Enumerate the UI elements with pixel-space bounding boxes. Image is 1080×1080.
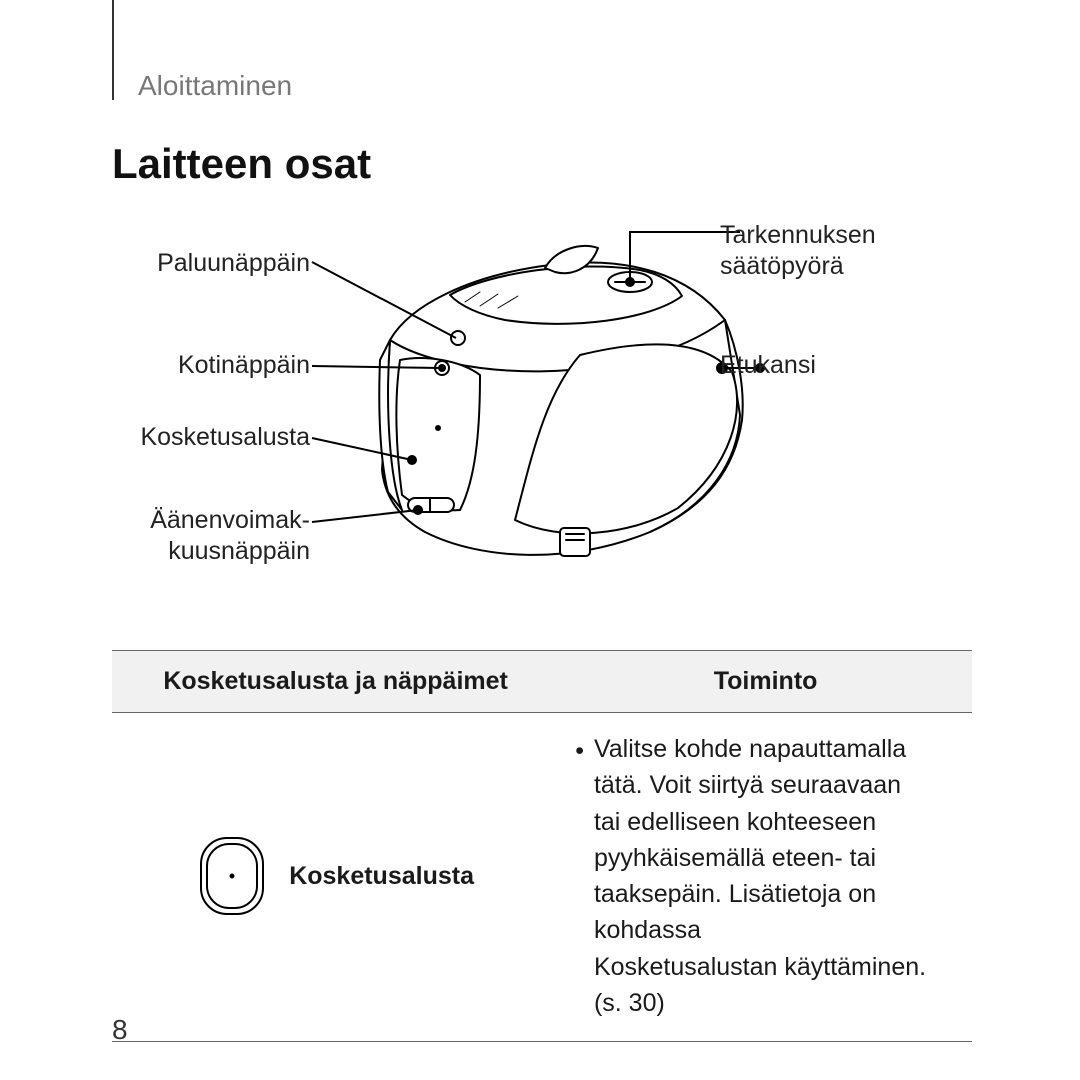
device-diagram: Paluunäppäin Kotinäppäin Kosketusalusta … [100, 210, 980, 630]
callout-back-button: Paluunäppäin [110, 248, 310, 279]
callout-touchpad: Kosketusalusta [110, 422, 310, 453]
bullet-glyph: • [575, 731, 584, 1021]
page-number: 8 [112, 1014, 128, 1046]
callout-volume-key-line2: kuusnäppäin [168, 537, 310, 565]
table-row: Kosketusalusta • Valitse kohde napauttam… [112, 713, 972, 1042]
callout-volume-key-line1: Äänenvoimak- [150, 506, 310, 534]
callout-focus-wheel-line1: Tarkennuksen [720, 221, 876, 249]
page-title: Laitteen osat [112, 140, 371, 188]
callout-focus-wheel-line2: säätöpyörä [720, 252, 844, 280]
table-row-label-cell: Kosketusalusta [112, 713, 559, 1042]
callout-front-cover: Etukansi [720, 350, 940, 381]
table-header-row: Kosketusalusta ja näppäimet Toiminto [112, 651, 972, 713]
table-head-left: Kosketusalusta ja näppäimet [112, 651, 559, 713]
touchpad-icon [197, 834, 267, 918]
desc-line5: taaksepäin. Lisätietoja on kohdassa [594, 880, 876, 944]
desc-line1: Valitse kohde napauttamalla [594, 735, 906, 763]
desc-line7: (s. 30) [594, 989, 665, 1017]
table-head-right: Toiminto [559, 651, 972, 713]
device-illustration [330, 210, 760, 600]
table-row-desc-cell: • Valitse kohde napauttamalla tätä. Voit… [559, 713, 972, 1042]
touchpad-table: Kosketusalusta ja näppäimet Toiminto Kos… [112, 650, 972, 1042]
callout-home-button: Kotinäppäin [110, 350, 310, 381]
section-label: Aloittaminen [138, 70, 292, 102]
desc-line3: tai edelliseen kohteeseen [594, 808, 876, 836]
callout-focus-wheel: Tarkennuksen säätöpyörä [720, 220, 940, 283]
table-row-desc: Valitse kohde napauttamalla tätä. Voit s… [594, 731, 956, 1021]
desc-line2: tätä. Voit siirtyä seuraavaan [594, 771, 901, 799]
desc-line4: pyyhkäisemällä eteen- tai [594, 844, 876, 872]
table-row-label: Kosketusalusta [289, 862, 474, 891]
header-vertical-rule [112, 0, 114, 100]
callout-volume-key: Äänenvoimak- kuusnäppäin [110, 505, 310, 568]
desc-line6: Kosketusalustan käyttäminen. [594, 953, 926, 981]
